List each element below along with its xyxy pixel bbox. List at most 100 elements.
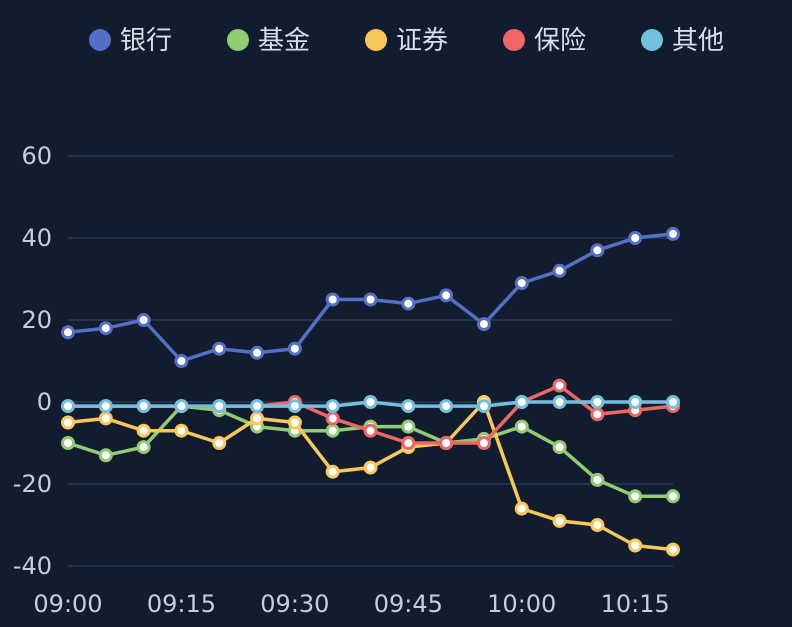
data-point[interactable] <box>514 419 529 434</box>
data-point[interactable] <box>98 411 113 426</box>
legend-marker <box>89 29 111 51</box>
data-point[interactable] <box>325 399 340 414</box>
data-point[interactable] <box>250 345 265 360</box>
legend-label: 基金 <box>258 26 310 56</box>
y-tick-label: -40 <box>13 552 52 580</box>
data-point[interactable] <box>250 411 265 426</box>
data-point[interactable] <box>666 395 680 409</box>
data-point[interactable] <box>590 243 605 258</box>
data-point[interactable] <box>98 448 113 463</box>
series-3 <box>61 378 680 450</box>
data-point[interactable] <box>401 436 416 450</box>
legend-label: 证券 <box>396 26 448 56</box>
data-point[interactable] <box>363 292 378 307</box>
data-point[interactable] <box>552 395 567 409</box>
data-point[interactable] <box>136 440 151 455</box>
data-point[interactable] <box>514 501 529 516</box>
data-point[interactable] <box>590 407 605 422</box>
data-point[interactable] <box>325 464 340 479</box>
data-point[interactable] <box>476 399 491 414</box>
data-point[interactable] <box>666 542 680 557</box>
legend-marker <box>365 29 387 51</box>
data-point[interactable] <box>590 395 605 409</box>
data-point[interactable] <box>287 399 302 414</box>
data-point[interactable] <box>174 423 189 438</box>
data-point[interactable] <box>363 395 378 409</box>
data-point[interactable] <box>666 226 680 241</box>
legend-marker <box>503 29 525 51</box>
data-point[interactable] <box>136 423 151 438</box>
data-point[interactable] <box>628 231 643 245</box>
data-point[interactable] <box>98 399 113 414</box>
legend-label: 保险 <box>534 26 586 56</box>
legend-marker <box>227 29 249 51</box>
data-point[interactable] <box>325 292 340 307</box>
data-point[interactable] <box>401 399 416 414</box>
data-point[interactable] <box>61 325 75 340</box>
data-point[interactable] <box>401 296 416 311</box>
data-point[interactable] <box>212 436 227 450</box>
data-point[interactable] <box>590 518 605 532</box>
data-point[interactable] <box>212 399 227 414</box>
data-point[interactable] <box>136 399 151 414</box>
data-point[interactable] <box>61 436 75 450</box>
legend-item-4[interactable]: 其他 <box>641 26 724 56</box>
data-point[interactable] <box>61 399 75 414</box>
x-axis-ticks: 09:00 09:15 09:30 09:45 10:00 10:15 <box>33 590 669 618</box>
y-tick-label: 0 <box>37 388 52 416</box>
legend: 银行 基金 证券 保险 其他 <box>89 26 724 56</box>
data-point[interactable] <box>287 341 302 356</box>
data-point[interactable] <box>666 489 680 504</box>
x-tick-label: 09:00 <box>33 590 102 618</box>
data-point[interactable] <box>250 399 265 414</box>
data-point[interactable] <box>628 395 643 409</box>
data-point[interactable] <box>363 423 378 438</box>
data-point[interactable] <box>363 460 378 475</box>
data-point[interactable] <box>136 313 151 327</box>
data-point[interactable] <box>174 354 189 368</box>
data-point[interactable] <box>552 440 567 455</box>
data-point[interactable] <box>212 341 227 356</box>
data-point[interactable] <box>552 263 567 278</box>
x-tick-label: 09:45 <box>374 590 443 618</box>
x-tick-label: 10:15 <box>601 590 670 618</box>
legend-item-1[interactable]: 基金 <box>227 26 310 56</box>
y-tick-label: 40 <box>21 224 52 252</box>
data-point[interactable] <box>439 399 454 414</box>
data-point[interactable] <box>514 276 529 291</box>
series-0 <box>61 226 680 368</box>
legend-item-2[interactable]: 证券 <box>365 26 448 56</box>
y-axis-ticks: 60 40 20 0 -20 -40 <box>13 142 52 580</box>
data-point[interactable] <box>174 399 189 414</box>
data-point[interactable] <box>476 317 491 332</box>
data-point[interactable] <box>552 513 567 528</box>
legend-marker <box>641 29 663 51</box>
y-tick-label: 60 <box>21 142 52 170</box>
legend-item-3[interactable]: 保险 <box>503 26 586 56</box>
series-lines <box>61 226 680 557</box>
data-point[interactable] <box>287 415 302 430</box>
data-point[interactable] <box>628 538 643 553</box>
y-tick-label: 20 <box>21 306 52 334</box>
data-point[interactable] <box>61 415 75 430</box>
data-point[interactable] <box>628 489 643 504</box>
legend-label: 银行 <box>120 26 172 56</box>
series-4 <box>61 395 680 414</box>
grid-lines <box>68 155 673 567</box>
x-tick-label: 09:30 <box>260 590 329 618</box>
data-point[interactable] <box>514 395 529 409</box>
legend-label: 其他 <box>672 26 724 56</box>
data-point[interactable] <box>325 411 340 426</box>
data-point[interactable] <box>401 419 416 434</box>
data-point[interactable] <box>476 436 491 450</box>
legend-item-0[interactable]: 银行 <box>89 26 172 56</box>
data-point[interactable] <box>325 423 340 438</box>
data-point[interactable] <box>552 378 567 393</box>
x-tick-label: 09:15 <box>147 590 216 618</box>
data-point[interactable] <box>439 436 454 450</box>
data-point[interactable] <box>590 472 605 487</box>
data-point[interactable] <box>439 288 454 303</box>
data-point[interactable] <box>98 321 113 336</box>
